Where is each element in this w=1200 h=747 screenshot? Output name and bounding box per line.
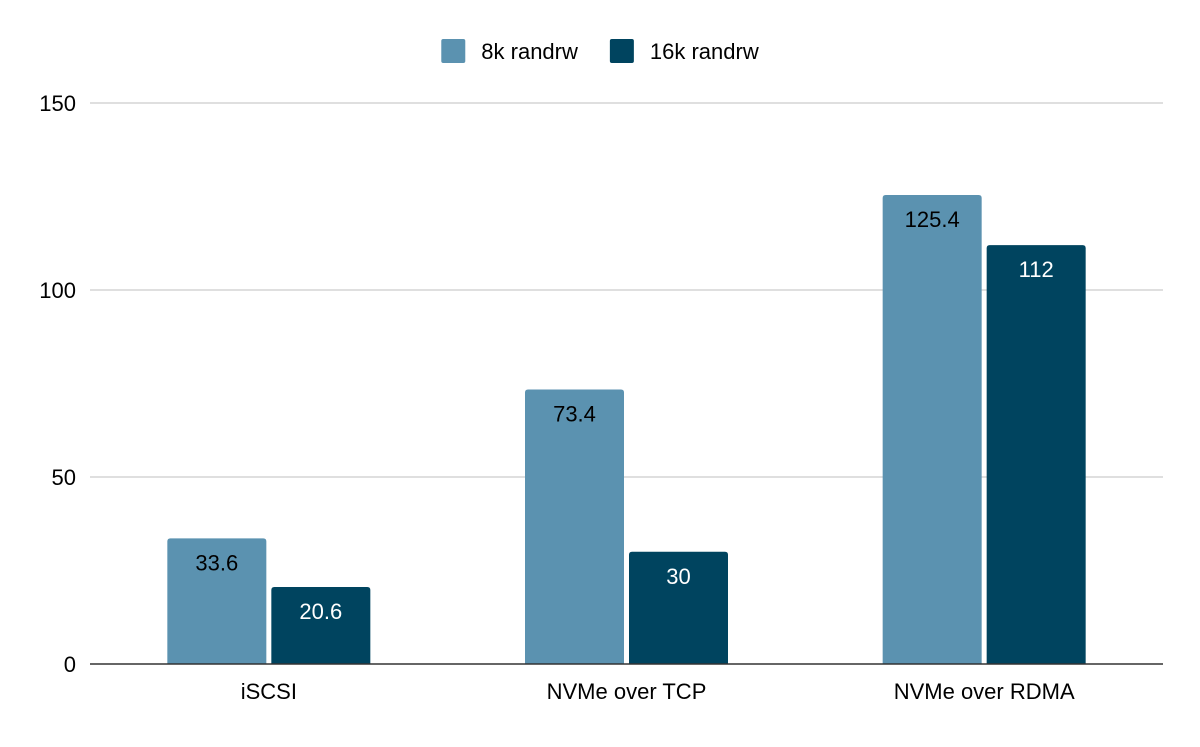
legend-item-8k-randrw[interactable]: 8k randrw <box>441 39 578 64</box>
bar-16k-randrw-iscsi <box>271 586 371 664</box>
data-label: 73.4 <box>553 401 596 426</box>
y-tick-label: 100 <box>39 278 76 303</box>
legend-label: 16k randrw <box>650 39 759 64</box>
legend[interactable]: 8k randrw 16k randrw <box>441 39 759 64</box>
bar-8k-randrw-nvme-over-tcp <box>525 389 624 664</box>
bar-16k-randrw-nvme-over-rdma <box>986 245 1086 664</box>
data-labels: 33.6 20.6 73.4 30 125.4 112 <box>195 207 1053 624</box>
y-tick-label: 50 <box>52 465 76 490</box>
data-label: 20.6 <box>299 599 342 624</box>
y-tick-label: 0 <box>64 652 76 677</box>
x-tick-label: iSCSI <box>241 679 297 704</box>
x-tick-label: NVMe over TCP <box>547 679 707 704</box>
data-label: 125.4 <box>905 207 960 232</box>
bar-8k-randrw-nvme-over-rdma <box>882 195 982 664</box>
x-axis: iSCSI NVMe over TCP NVMe over RDMA <box>90 663 1163 704</box>
legend-swatch <box>441 39 466 63</box>
bar-16k-randrw-nvme-over-tcp <box>629 551 728 664</box>
y-axis-ticks: 0 50 100 150 <box>39 91 76 677</box>
bars <box>167 195 1086 664</box>
data-label: 112 <box>1019 257 1054 282</box>
data-label: 33.6 <box>195 550 238 575</box>
legend-swatch <box>609 39 634 63</box>
y-tick-label: 150 <box>39 91 76 116</box>
gridlines <box>90 102 1163 478</box>
x-tick-label: NVMe over RDMA <box>894 679 1075 704</box>
legend-item-16k-randrw[interactable]: 16k randrw <box>609 39 759 64</box>
data-label: 30 <box>666 564 690 589</box>
bar-8k-randrw-iscsi <box>167 538 267 664</box>
legend-label: 8k randrw <box>481 39 578 64</box>
